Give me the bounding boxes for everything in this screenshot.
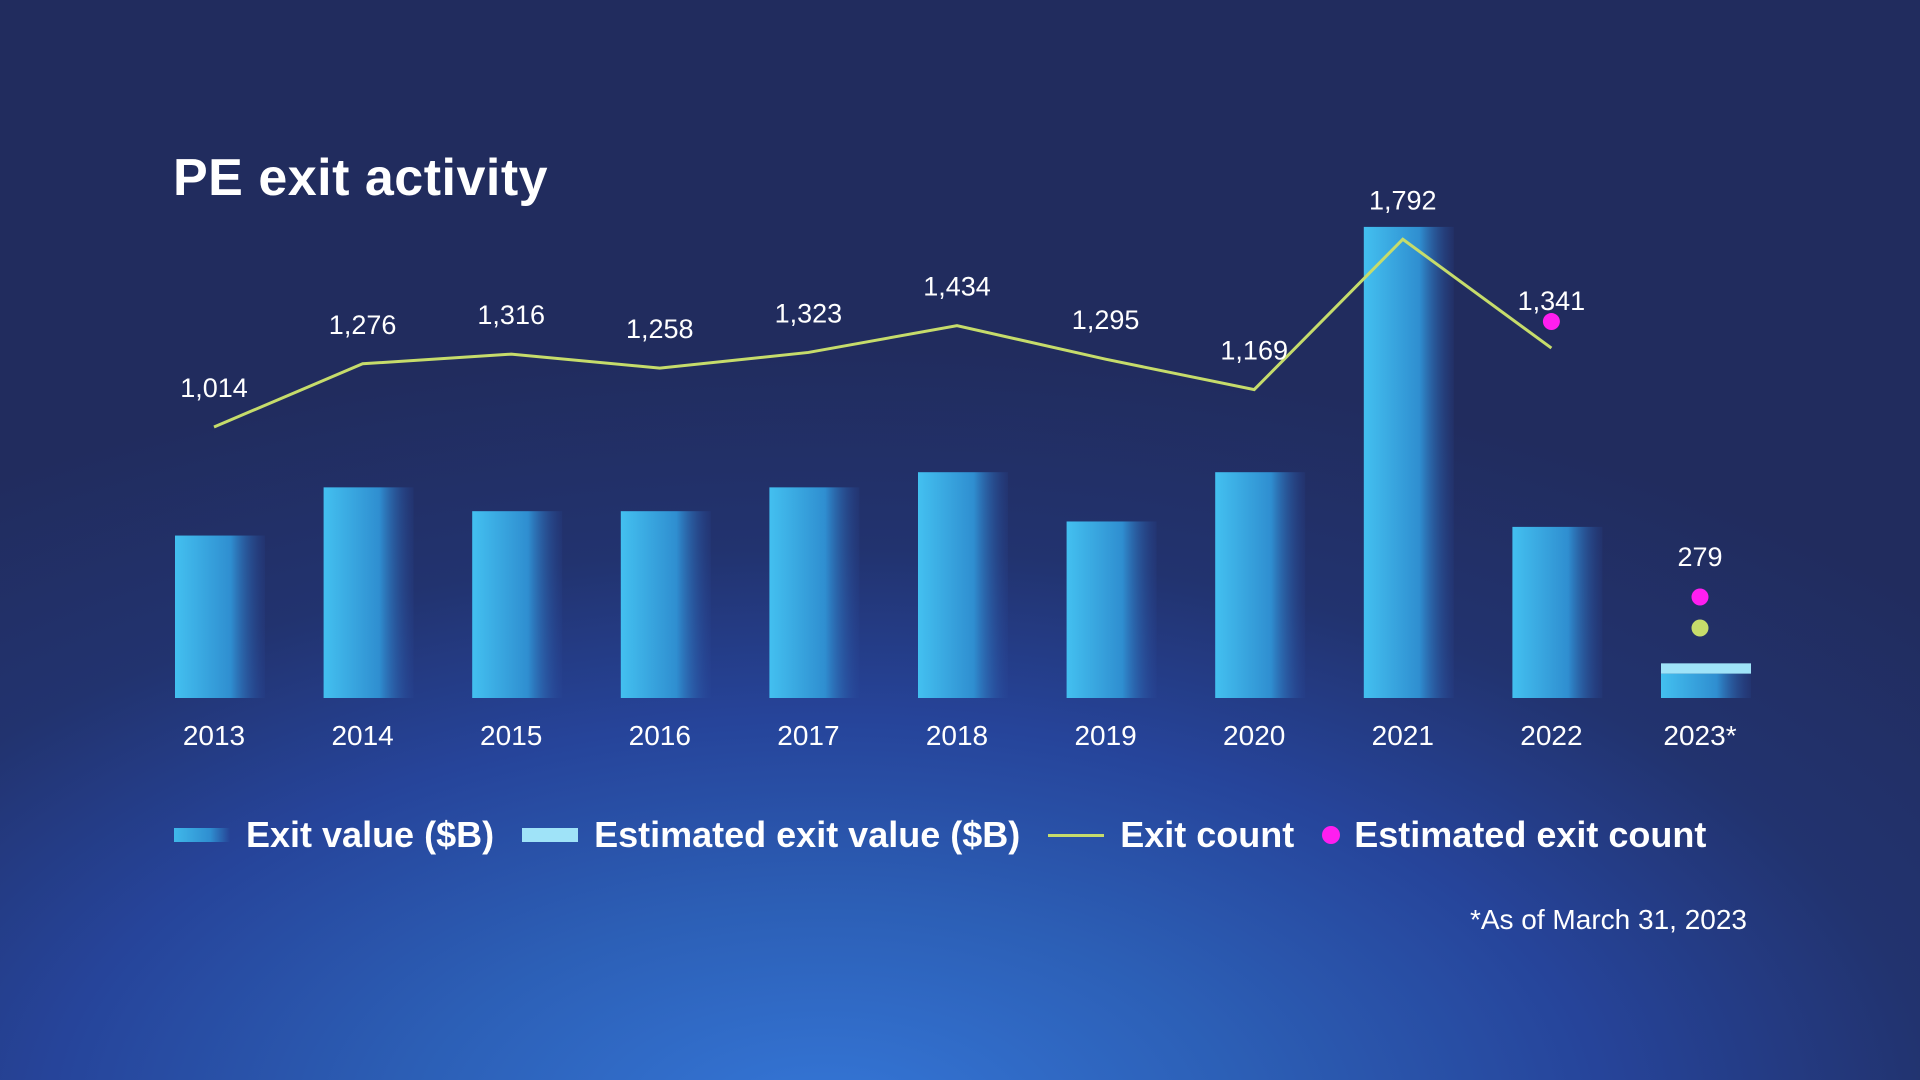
bars-layer [175, 226, 1751, 698]
exit-value-bar [620, 511, 711, 698]
legend-swatch-estimate-bar [522, 828, 579, 842]
exit-value-bar [472, 511, 563, 698]
x-tick-label: 2017 [777, 720, 839, 751]
x-tick-label: 2023* [1663, 720, 1736, 751]
chart-legend: Exit value ($B) Estimated exit value ($B… [174, 814, 1706, 856]
exit-value-bar [175, 535, 265, 698]
exit-value-bar [1066, 521, 1157, 698]
legend-swatch-bar [174, 828, 230, 842]
x-tick-label: 2019 [1074, 720, 1136, 751]
exit-count-label: 1,316 [477, 300, 545, 330]
exit-count-label: 1,258 [626, 314, 694, 344]
ticks-layer: 2013 2014 2015 2016 2017 2018 2019 2020 2021 2022… [183, 720, 1737, 751]
legend-label: Estimated exit count [1354, 814, 1707, 855]
exit-count-label: 1,276 [329, 310, 397, 340]
legend-item-estimated-exit-count: Estimated exit count [1322, 814, 1706, 856]
exit-count-label: 1,323 [775, 298, 843, 328]
exit-count-label: 1,434 [923, 272, 991, 302]
exit-count-line [213, 237, 1553, 429]
estimated-exit-count-dot [1691, 588, 1709, 606]
x-tick-label: 2015 [480, 720, 542, 751]
footnote: *As of March 31, 2023 [1469, 904, 1747, 935]
legend-item-estimated-exit-value: Estimated exit value ($B) [522, 814, 1020, 856]
estimated-exit-count-dot [1542, 313, 1560, 331]
legend-label: Estimated exit value ($B) [594, 814, 1021, 855]
x-tick-label: 2016 [629, 720, 691, 751]
legend-item-exit-value: Exit value ($B) [174, 814, 494, 856]
x-tick-label: 2013 [183, 720, 245, 751]
exit-value-bar [1512, 526, 1603, 698]
x-tick-label: 2020 [1223, 720, 1285, 751]
dots-layer [1542, 313, 1709, 637]
exit-count-label: 1,792 [1369, 185, 1437, 215]
exit-value-bar [918, 472, 1008, 698]
exit-count-label: 1,295 [1072, 305, 1140, 335]
legend-swatch-line [1048, 833, 1105, 837]
line-layer [213, 237, 1553, 429]
x-tick-label: 2022 [1520, 720, 1582, 751]
legend-swatch-dot [1322, 826, 1341, 844]
legend-label: Exit count [1120, 814, 1295, 855]
labels-layer: 1,014 1,276 1,316 1,258 1,323 1,434 1,295 1,169… [180, 185, 1722, 572]
x-tick-label: 2014 [331, 720, 393, 751]
exit-value-bar [1363, 226, 1454, 698]
exit-value-bar [1215, 472, 1306, 698]
exit-count-label: 279 [1677, 542, 1722, 572]
chart-title: PE exit activity [173, 149, 549, 207]
exit-value-bar [769, 487, 860, 698]
exit-value-bar [323, 487, 414, 698]
legend-label: Exit value ($B) [246, 814, 495, 855]
x-tick-label: 2021 [1372, 720, 1434, 751]
legend-item-exit-count: Exit count [1048, 814, 1294, 856]
exit-count-dot [1691, 619, 1709, 637]
estimated-exit-value-bar [1661, 663, 1751, 674]
x-tick-label: 2018 [926, 720, 988, 751]
exit-count-label: 1,341 [1518, 286, 1586, 316]
exit-value-bar [1661, 673, 1751, 698]
exit-count-label: 1,014 [180, 373, 248, 403]
exit-count-label: 1,169 [1220, 336, 1288, 366]
